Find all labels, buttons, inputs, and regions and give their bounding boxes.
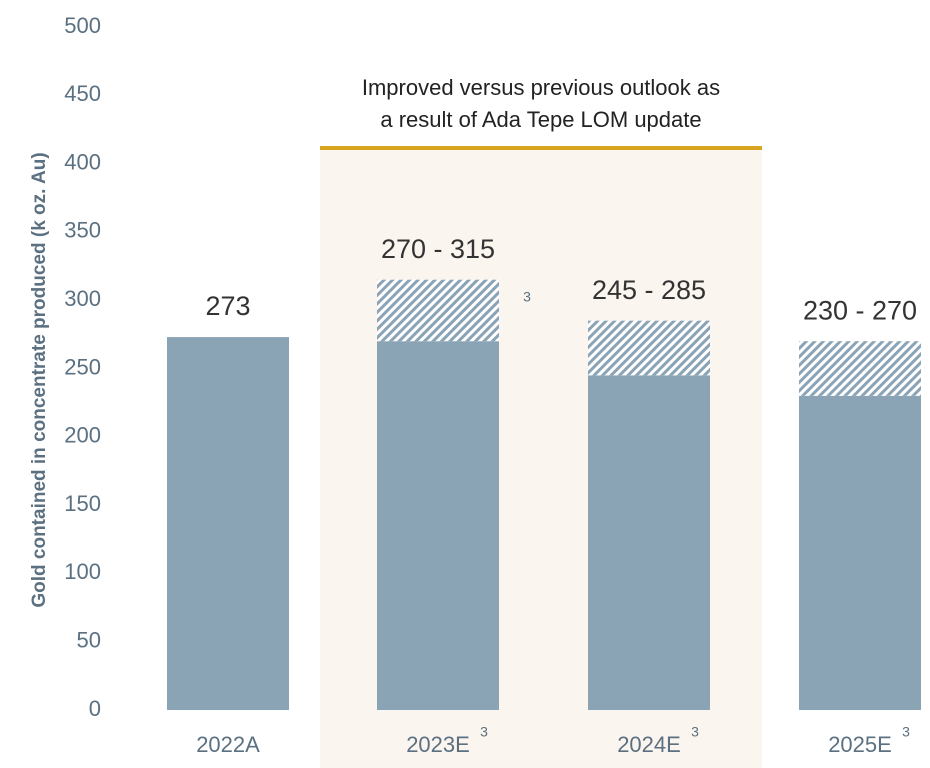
y-tick-label: 100 bbox=[64, 559, 101, 584]
value-label: 230 - 270 bbox=[803, 295, 917, 325]
annotation: Improved versus previous outlook as bbox=[362, 75, 720, 100]
range-segment bbox=[588, 320, 710, 376]
x-tick-label: 2024E bbox=[617, 732, 681, 757]
y-tick-label: 350 bbox=[64, 218, 101, 243]
bar bbox=[799, 395, 921, 710]
range-segment bbox=[377, 279, 499, 342]
y-tick-label: 150 bbox=[64, 491, 101, 516]
footnote-marker: 3 bbox=[523, 289, 531, 305]
x-tick-label: 2025E bbox=[828, 732, 892, 757]
footnote-marker: 3 bbox=[902, 724, 910, 740]
y-tick-label: 50 bbox=[77, 628, 101, 653]
bar bbox=[377, 341, 499, 710]
range-segment bbox=[799, 341, 921, 396]
y-tick-label: 300 bbox=[64, 286, 101, 311]
y-axis-label: Gold contained in concentrate produced (… bbox=[29, 152, 50, 607]
y-tick-label: 200 bbox=[64, 423, 101, 448]
value-label: 270 - 315 bbox=[381, 234, 495, 264]
footnote-marker: 3 bbox=[480, 724, 488, 740]
bar bbox=[588, 375, 710, 710]
annotation: a result of Ada Tepe LOM update bbox=[380, 107, 701, 132]
bar bbox=[167, 337, 289, 710]
x-tick-label: 2023E bbox=[406, 732, 470, 757]
y-tick-label: 500 bbox=[64, 13, 101, 38]
value-label: 273 bbox=[205, 291, 250, 321]
y-tick-label: 450 bbox=[64, 81, 101, 106]
x-tick-label: 2022A bbox=[196, 732, 260, 757]
y-tick-label: 400 bbox=[64, 149, 101, 174]
footnote-marker: 3 bbox=[691, 724, 699, 740]
value-label: 245 - 285 bbox=[592, 275, 706, 305]
y-tick-label: 250 bbox=[64, 354, 101, 379]
y-tick-label: 0 bbox=[89, 696, 101, 721]
